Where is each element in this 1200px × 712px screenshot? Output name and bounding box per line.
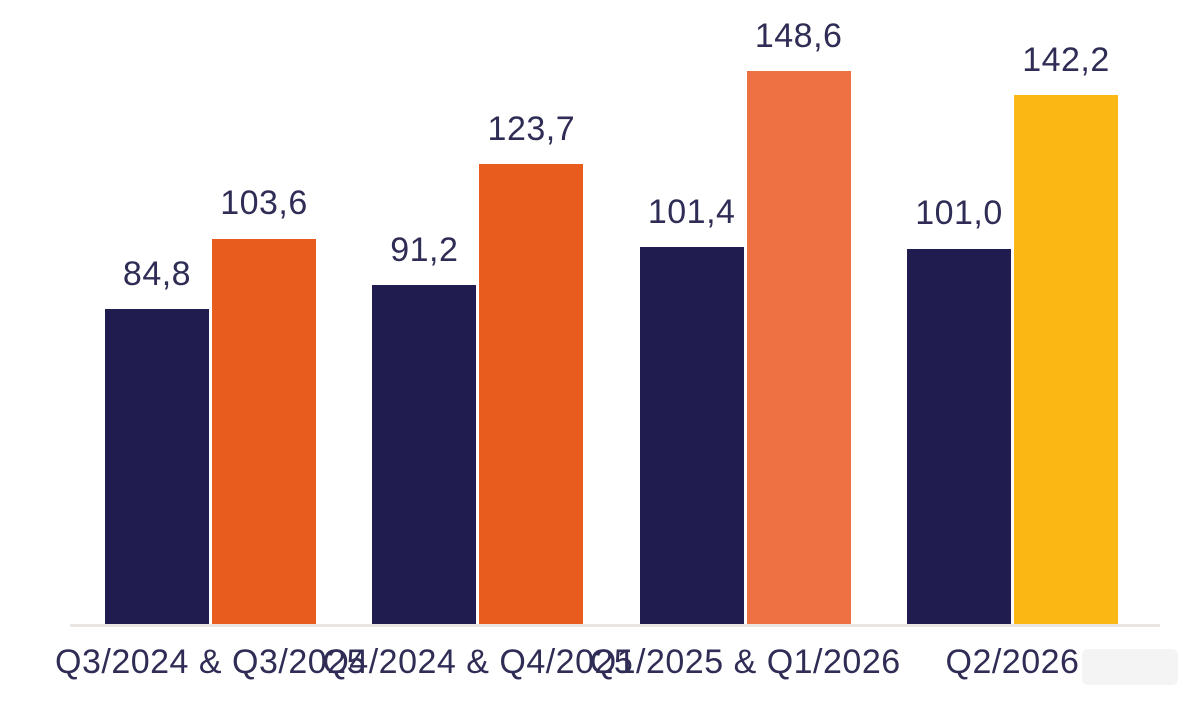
watermark (1082, 649, 1178, 685)
bar-group-q1: 101,4 148,6 (639, 0, 851, 625)
value-label: 103,6 (220, 184, 308, 223)
bar-series2 (746, 71, 851, 625)
bar-series2 (1013, 95, 1118, 625)
bar-col: 148,6 (746, 0, 851, 625)
value-label: 91,2 (390, 230, 459, 269)
bar-col: 103,6 (212, 0, 316, 625)
bar-col: 142,2 (1013, 0, 1118, 625)
x-axis-line (70, 624, 1160, 627)
category-label: Q3/2024 & Q3/2025 (55, 643, 366, 681)
bar-series2 (212, 238, 316, 625)
bar-col: 101,0 (906, 0, 1011, 625)
category-cell: Q3/2024 & Q3/2025 (55, 641, 365, 684)
bar-col: 84,8 (105, 0, 209, 625)
bar-col: 123,7 (479, 0, 584, 625)
bar-col: 91,2 (372, 0, 477, 625)
bar-group-q4: 91,2 123,7 (372, 0, 584, 625)
bar-series1 (639, 247, 744, 625)
value-label: 148,6 (754, 16, 843, 55)
bar-series1 (105, 308, 209, 625)
value-label: 101,0 (915, 194, 1003, 233)
category-cell: Q1/2025 & Q1/2026 (590, 641, 900, 684)
value-label: 123,7 (487, 109, 576, 148)
category-label: Q2/2026 (945, 643, 1080, 681)
bar-series1 (906, 248, 1011, 625)
category-label: Q4/2024 & Q4/2025 (322, 643, 634, 681)
value-label: 84,8 (122, 254, 192, 293)
value-label: 101,4 (647, 192, 736, 231)
category-cell: Q2/2026 (907, 641, 1118, 684)
bar-group-q3: 84,8 103,6 (105, 0, 316, 625)
bar-group-q2: 101,0 142,2 (906, 0, 1118, 625)
bar-series2 (479, 163, 584, 625)
bar-col: 101,4 (639, 0, 744, 625)
x-axis-labels: Q3/2024 & Q3/2025 Q4/2024 & Q4/2025 Q1/2… (55, 641, 1160, 684)
plot-area: 84,8 103,6 91,2 123,7 101,4 (70, 0, 1160, 625)
value-label: 142,2 (1022, 40, 1110, 79)
category-label: Q1/2025 & Q1/2026 (589, 643, 901, 681)
bar-series1 (372, 285, 477, 625)
category-cell: Q4/2024 & Q4/2025 (322, 641, 632, 684)
